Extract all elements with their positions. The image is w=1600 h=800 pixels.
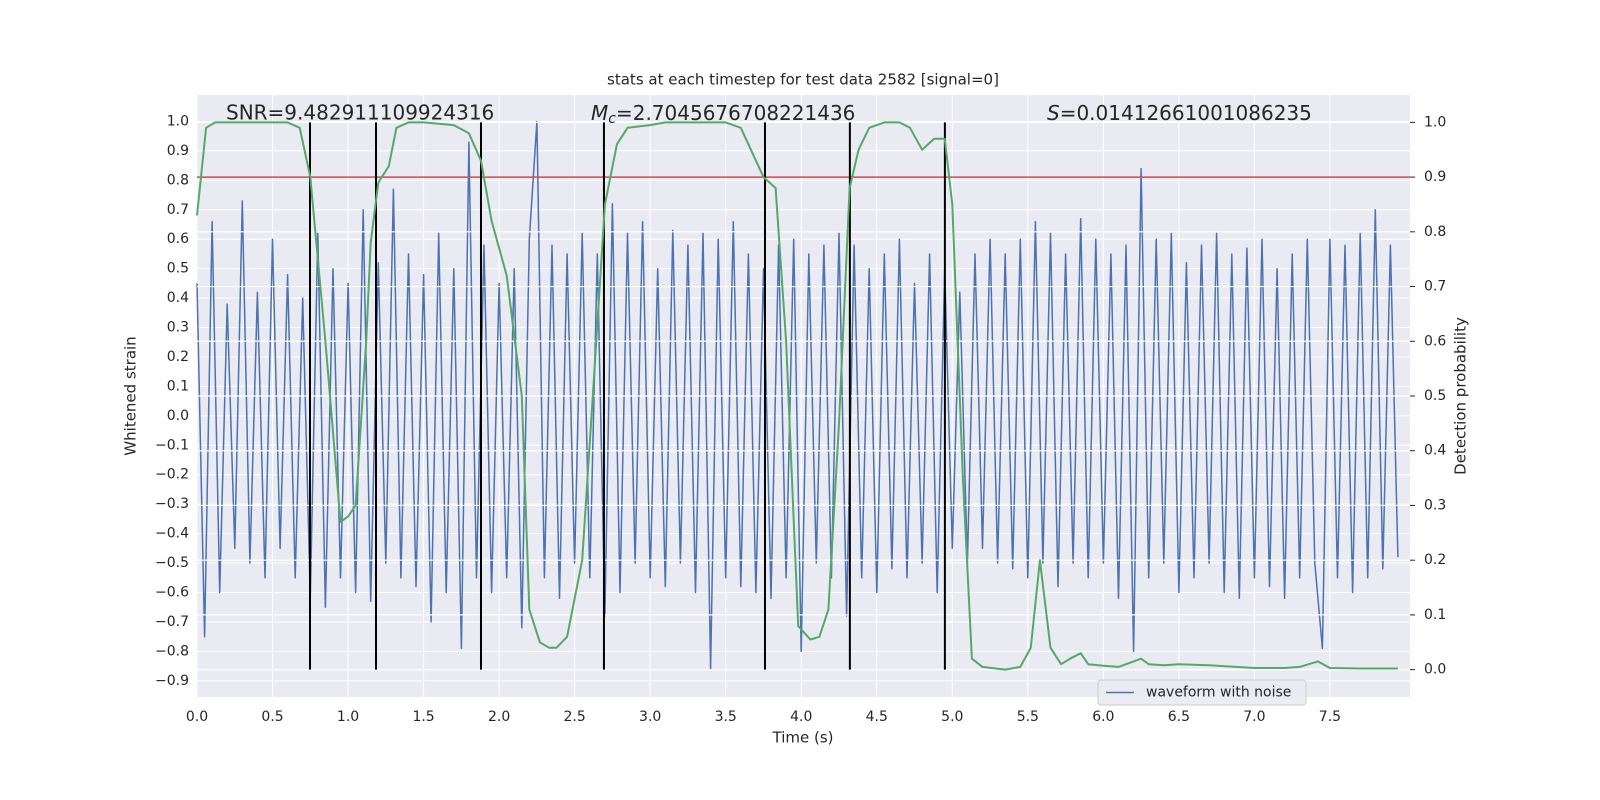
y-tick-label: −0.3 — [155, 496, 189, 512]
x-axis-label: Time (s) — [772, 729, 834, 747]
y2-tick-label: 0.4 — [1424, 443, 1446, 459]
y-tick-label: 1.0 — [167, 113, 189, 129]
y-tick-label: 0.3 — [167, 320, 189, 336]
y2-tick-label: 0.3 — [1424, 497, 1446, 513]
x-tick-label: 7.0 — [1243, 709, 1265, 725]
y2-tick-label: 0.6 — [1424, 333, 1446, 349]
annotation-text: =2.7045676708221436 — [616, 101, 855, 125]
y-tick-label: −0.5 — [155, 555, 189, 571]
y2-tick-label: 0.1 — [1424, 607, 1446, 623]
y-tick-label: 0.5 — [167, 261, 189, 277]
y2-tick-label: 0.8 — [1424, 224, 1446, 240]
x-tick-label: 1.5 — [412, 709, 434, 725]
y-tick-label: −0.4 — [155, 526, 189, 542]
x-tick-label: 0.0 — [186, 709, 208, 725]
x-tick-label: 1.0 — [337, 709, 359, 725]
y-tick-label: −0.9 — [155, 673, 189, 689]
y2-tick-label: 1.0 — [1424, 114, 1446, 130]
x-tick-label: 7.5 — [1319, 709, 1341, 725]
x-tick-label: 5.0 — [941, 709, 963, 725]
x-tick-label: 5.5 — [1017, 709, 1039, 725]
y-tick-label: 0.1 — [167, 378, 189, 394]
annotation-symbol: M — [591, 101, 608, 125]
x-tick-label: 2.0 — [488, 709, 510, 725]
y2-axis-label: Detection probability — [1452, 317, 1470, 475]
legend-box — [1097, 679, 1307, 706]
y-tick-label: 0.2 — [167, 349, 189, 365]
y-tick-label: 0.0 — [167, 408, 189, 424]
annotation-subscript: c — [608, 111, 616, 127]
x-tick-label: 0.5 — [261, 709, 283, 725]
under-layer — [196, 95, 1410, 697]
annotation-symbol: S — [1047, 101, 1060, 125]
y-tick-label: −0.7 — [155, 614, 189, 630]
y-tick-label: 0.8 — [167, 172, 189, 188]
chart-title: stats at each timestep for test data 258… — [607, 71, 999, 89]
x-tick-label: 6.5 — [1168, 709, 1190, 725]
x-tick-label: 4.0 — [790, 709, 812, 725]
y-tick-label: −0.2 — [155, 467, 189, 483]
y2-tick-label: 0.7 — [1424, 279, 1446, 295]
annotation: Mc=2.7045676708221436 — [591, 101, 855, 128]
x-tick-label: 2.5 — [564, 709, 586, 725]
y2-tick-label: 0.5 — [1424, 388, 1446, 404]
y2-tick-label: 0.9 — [1424, 169, 1446, 185]
x-tick-label: 4.5 — [866, 709, 888, 725]
y-tick-label: 0.4 — [167, 290, 189, 306]
annotation: SNR=9.482911109924316 — [226, 101, 494, 125]
y-tick-label: 0.9 — [167, 143, 189, 159]
series-line — [196, 121, 1398, 671]
annotation: S=0.01412661001086235 — [1047, 101, 1312, 125]
y-tick-label: 0.6 — [167, 231, 189, 247]
series-line — [196, 120, 1399, 670]
y-tick-label: −0.1 — [155, 437, 189, 453]
x-tick-label: 3.5 — [715, 709, 737, 725]
annotation-text: =0.01412661001086235 — [1060, 101, 1312, 125]
y-tick-label: 0.7 — [167, 202, 189, 218]
y-tick-label: −0.6 — [155, 584, 189, 600]
y-tick-label: −0.8 — [155, 643, 189, 659]
over-layer: waveform with noise — [196, 121, 1415, 706]
y-axis-label: Whitened strain — [122, 336, 140, 455]
legend-label: waveform with noise — [1146, 685, 1291, 701]
x-tick-label: 3.0 — [639, 709, 661, 725]
y2-tick-label: 0.2 — [1424, 552, 1446, 568]
y2-tick-label: 0.0 — [1424, 662, 1446, 678]
x-tick-label: 6.0 — [1092, 709, 1114, 725]
